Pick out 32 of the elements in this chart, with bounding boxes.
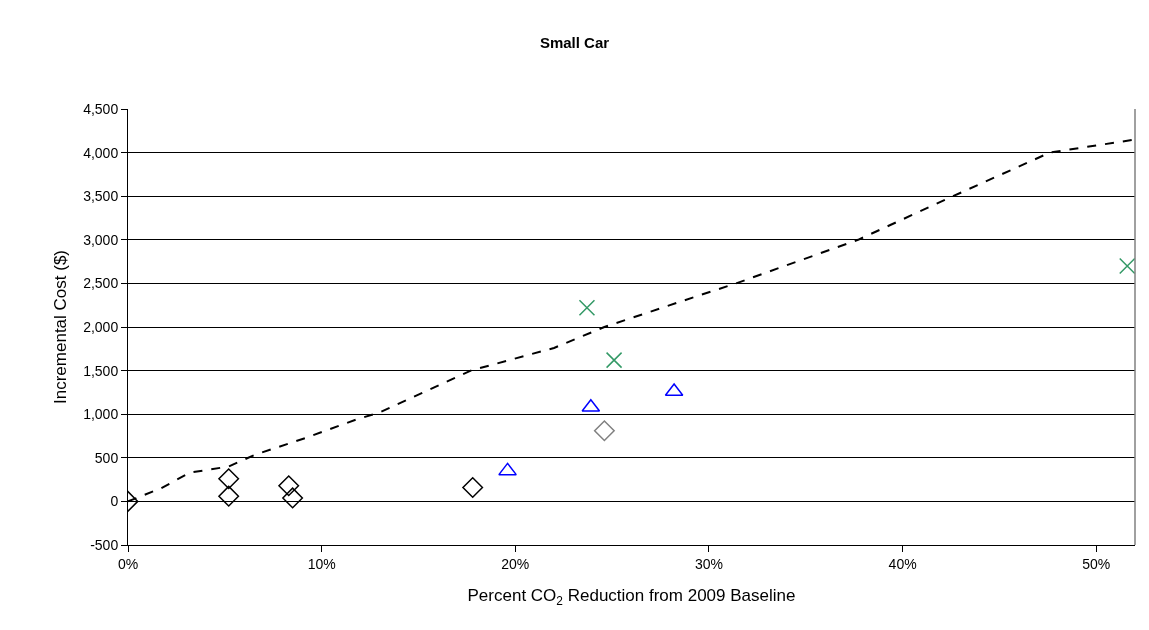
x-tick-label: 50% <box>1082 555 1111 572</box>
x-tick-label: 20% <box>501 555 530 572</box>
x-tick-label: 10% <box>307 555 336 572</box>
point <box>664 383 684 397</box>
y-tick-label: 1,500 <box>83 362 119 379</box>
x-axis-title: Percent CO$_{2}$ Reduction from 2009 Baseline <box>467 586 796 608</box>
y-tick-label: 3,000 <box>83 231 119 248</box>
y-tick-label: 2,500 <box>83 275 119 292</box>
point <box>605 351 623 369</box>
y-tick-label: 500 <box>94 449 119 466</box>
point <box>578 299 596 317</box>
y-tick-label: 2,000 <box>83 318 119 335</box>
x-tick-label: 40% <box>888 555 917 572</box>
point <box>498 462 517 476</box>
y-tick-label: -500 <box>90 536 119 553</box>
point <box>462 476 484 498</box>
point <box>593 420 615 442</box>
y-tick-label: 0 <box>110 493 119 510</box>
y-axis-title: Incremental Cost ($) <box>50 250 70 404</box>
chart-title: Small Car <box>539 34 610 52</box>
x-tick-label: 30% <box>694 555 723 572</box>
y-tick-label: 3,500 <box>83 188 119 205</box>
point <box>581 398 601 412</box>
y-tick-label: 4,000 <box>83 144 119 161</box>
point <box>1119 257 1135 275</box>
point <box>282 487 304 509</box>
point <box>218 485 240 507</box>
y-tick-label: 1,000 <box>83 406 119 423</box>
y-tick-label: 4,500 <box>83 100 119 117</box>
point <box>278 475 300 497</box>
point <box>218 468 240 490</box>
x-tick-label: 0% <box>117 555 139 572</box>
